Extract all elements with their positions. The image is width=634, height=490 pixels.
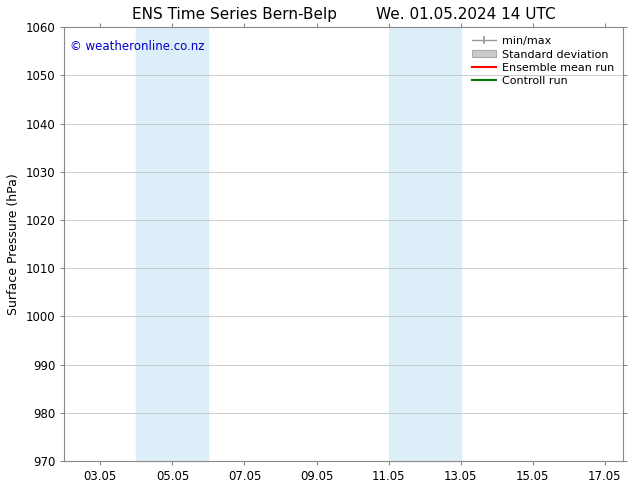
Bar bbox=[389, 27, 461, 461]
Title: ENS Time Series Bern-Belp        We. 01.05.2024 14 UTC: ENS Time Series Bern-Belp We. 01.05.2024… bbox=[132, 7, 555, 22]
Y-axis label: Surface Pressure (hPa): Surface Pressure (hPa) bbox=[7, 173, 20, 315]
Legend: min/max, Standard deviation, Ensemble mean run, Controll run: min/max, Standard deviation, Ensemble me… bbox=[469, 33, 618, 90]
Bar bbox=[136, 27, 209, 461]
Text: © weatheronline.co.nz: © weatheronline.co.nz bbox=[70, 40, 204, 53]
